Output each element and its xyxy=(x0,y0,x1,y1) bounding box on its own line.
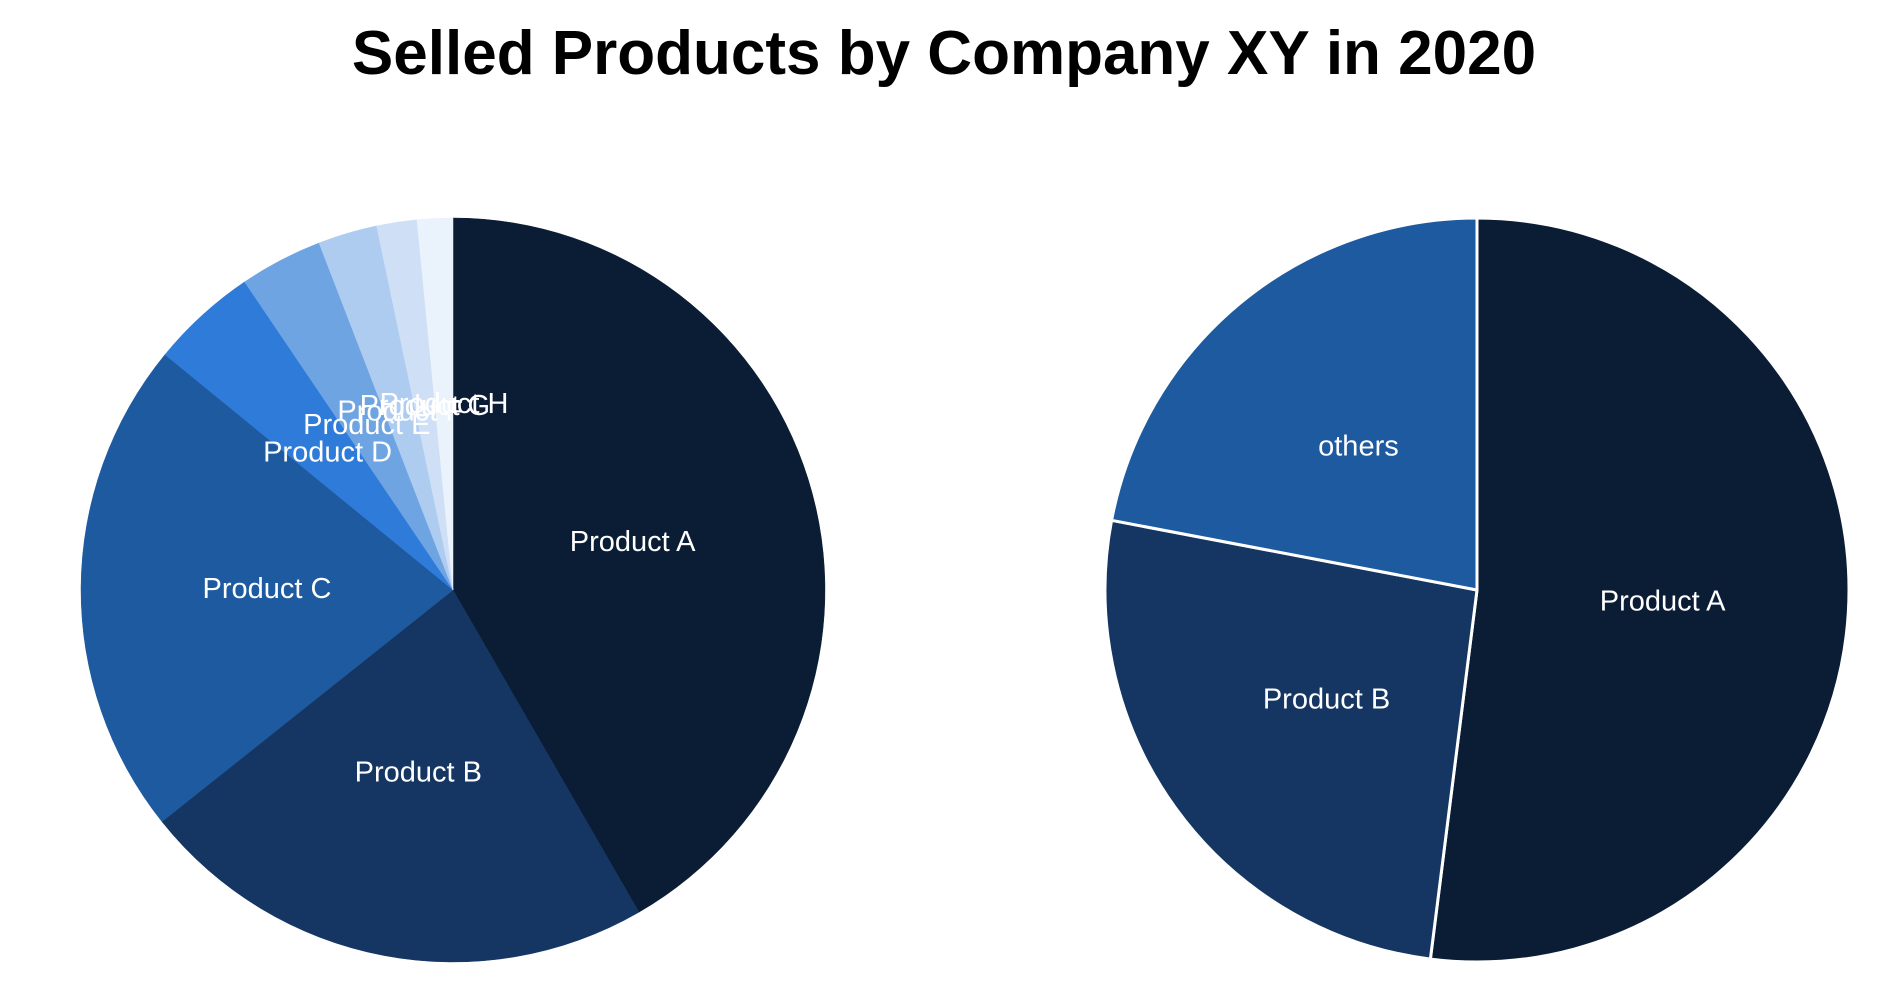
slice-label-product-e: Product E xyxy=(303,409,430,441)
slice-label-others: others xyxy=(1318,431,1399,463)
pie-chart-grouped: Product A Product B others xyxy=(1103,216,1851,964)
slice-label-product-a: Product A xyxy=(1600,586,1726,618)
pie-slice-product-a[interactable] xyxy=(452,217,826,913)
pie-slice-product-a[interactable] xyxy=(1428,216,1851,964)
chart-title: Selled Products by Company XY in 2020 xyxy=(351,19,1537,88)
slice-label-product-c: Product C xyxy=(203,573,332,605)
slice-label-product-h: Product H xyxy=(380,388,509,420)
slice-label-product-b: Product B xyxy=(1263,683,1390,715)
slice-label-product-f: Product F xyxy=(337,396,463,428)
slice-label-product-a: Product A xyxy=(570,526,696,558)
slice-label-product-d: Product D xyxy=(263,437,392,469)
slice-label-product-b: Product B xyxy=(355,757,482,789)
pie-slice-product-h[interactable] xyxy=(416,217,454,591)
pie-slice-others[interactable] xyxy=(1110,216,1479,592)
pie-slice-product-c[interactable] xyxy=(80,354,454,823)
slice-label-product-g: Product G xyxy=(360,390,491,422)
pie-slice-product-b[interactable] xyxy=(161,589,640,963)
pie-slice-product-b[interactable] xyxy=(1103,518,1479,961)
